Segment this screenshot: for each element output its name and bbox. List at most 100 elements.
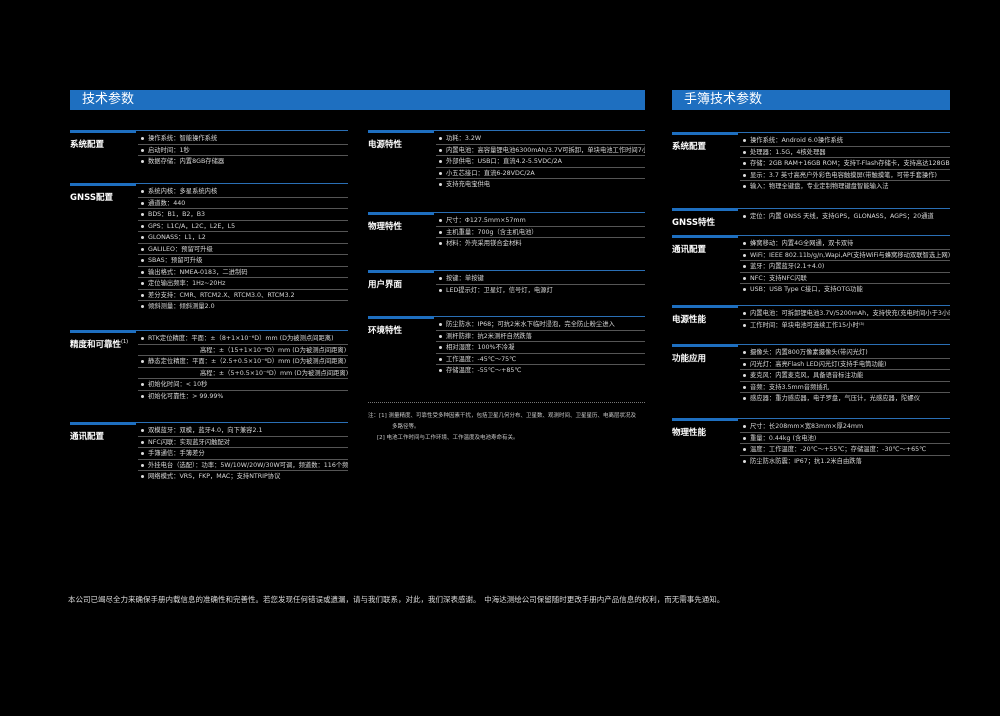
bullet-icon	[439, 171, 442, 175]
bullet-icon	[439, 137, 442, 140]
spec-item-text: 蓝牙：内置蓝牙(2.1+4.0)	[750, 263, 825, 270]
bullet-icon	[743, 173, 746, 177]
spec-item-text: 尺寸：长208mm×宽83mm×厚24mm	[750, 423, 864, 430]
bullet-icon	[141, 305, 144, 308]
note-2: [2] 电池工作时间与工作环境、工作温度及电池寿命有关。	[377, 435, 519, 441]
bullet-icon	[743, 215, 746, 218]
section-bar	[70, 130, 136, 133]
section-label: 电源特性	[368, 140, 403, 150]
spec-item: 输出格式：NMEA-0183，二进制码	[138, 267, 348, 278]
bullet-icon	[439, 277, 442, 280]
spec-item-text: GLONASS：L1，L2	[148, 234, 206, 241]
section-line	[434, 212, 645, 213]
section-bar	[368, 270, 434, 273]
spec-item-text: 初始化可靠性：> 99.99%	[148, 392, 224, 400]
spec-item-text: 防尘防水防震：IP67；抗1.2米自由跌落	[750, 457, 862, 465]
spec-item: GPS：L1C/A，L2C，L2E，L5	[138, 221, 348, 232]
spec-item-text: 温度：工作温度：-20℃～+55℃；存储温度：-30℃～+65℃	[750, 446, 927, 453]
bullet-icon	[439, 219, 442, 222]
spec-item-text: 防尘防水：IP68；可抗2米水下临时浸泡，完全防止粉尘进入	[446, 321, 615, 328]
notes-divider	[368, 402, 645, 403]
spec-item: 存储：2GB RAM+16GB ROM；支持T-Flash存储卡，支持高达128…	[740, 158, 950, 170]
spec-item-text: 处理器：1.5G，4核处理器	[750, 148, 826, 156]
spec-item-text: 材料：外壳采用镁合金材料	[446, 240, 522, 247]
spec-item: 支持充电宝供电	[436, 179, 645, 191]
section-label: 电源性能	[672, 315, 707, 325]
spec-item: 音频：支持3.5mm音频插孔	[740, 382, 950, 393]
bullet-icon	[141, 270, 144, 274]
spec-item-text: 系统内核：多星系统内核	[148, 188, 218, 195]
spec-item: 按键：单按键	[436, 273, 645, 285]
section-line	[136, 330, 348, 331]
spec-item-text: 高程：±（15+1×10⁻⁶D）mm (D为被测点间距离)	[200, 346, 347, 354]
bullet-icon	[439, 323, 442, 326]
spec-item-text: 小五芯接口：直流6-28VDC/2A	[446, 169, 535, 177]
spec-item-text: 蜂窝移动：内置4G全网通，双卡双待	[750, 240, 854, 247]
spec-item: 内置电池：高容量锂电池6300mAh/3.7V可拆卸，单块电池工作时间7小时以上…	[436, 145, 645, 156]
section-line	[738, 305, 950, 306]
spec-item-text: 按键：单按键	[446, 275, 484, 282]
spec-item: GALILEO：预留可升级	[138, 244, 348, 255]
bullet-icon	[141, 452, 144, 455]
bullet-icon	[141, 160, 144, 163]
bullet-icon	[743, 374, 746, 377]
bullet-icon	[141, 247, 144, 251]
section-bar	[70, 330, 136, 333]
bullet-icon	[439, 288, 442, 292]
bullet-icon	[141, 337, 144, 340]
spec-item-text: 数据存储：内置8GB存储器	[148, 158, 225, 165]
spec-item: 存储温度：-55℃～+85℃	[436, 365, 645, 377]
section-bar	[672, 305, 738, 308]
spec-item-text: 输入：物理全键盘，专业定制物理键盘智能输入法	[750, 183, 889, 190]
spec-item: 外部供电：USB口：直流4.2-5.5VDC/2A	[436, 156, 645, 168]
spec-item-text: 存储：2GB RAM+16GB ROM；支持T-Flash存储卡，支持高达128…	[750, 160, 950, 167]
spec-item: 初始化可靠性：> 99.99%	[138, 391, 348, 403]
spec-item-text: 倾斜测量：倾斜测量2.0	[148, 303, 215, 310]
spec-item-text: 双模蓝牙：双模，蓝牙4.0，向下兼容2.1	[148, 427, 263, 434]
spec-item-text: GALILEO：预留可升级	[148, 245, 213, 253]
bullet-icon	[141, 259, 144, 262]
spec-item-text: 差分支持：CMR、RTCM2.X、RTCM3.0、RTCM3.2	[148, 291, 295, 299]
bullet-icon	[141, 475, 144, 478]
bullet-icon	[743, 397, 746, 400]
spec-item: SBAS：预留可升级	[138, 255, 348, 267]
section-line	[136, 183, 348, 184]
spec-item-text: 音频：支持3.5mm音频插孔	[750, 383, 829, 391]
spec-item-text: 手簿通信：手簿差分	[148, 450, 205, 457]
spec-item: 闪光灯：高亮Flash LED闪光灯(支持手电筒功能)	[740, 359, 950, 370]
spec-item: 系统内核：多星系统内核	[138, 186, 348, 198]
spec-item-text: WiFi：IEEE 802.11b/g/n,Wapi,AP(支持WiFi与蜂窝移…	[750, 251, 950, 259]
spec-item-text: 外部供电：USB口：直流4.2-5.5VDC/2A	[446, 158, 562, 165]
spec-item: 倾斜测量：倾斜测量2.0	[138, 301, 348, 313]
section-label: GNSS特性	[672, 218, 715, 228]
bullet-icon	[439, 148, 442, 152]
section-line	[738, 132, 950, 133]
bullet-icon	[743, 253, 746, 257]
spec-item-text: 初始化时间：< 10秒	[148, 381, 208, 388]
section-line	[738, 208, 950, 209]
bullet-icon	[743, 385, 746, 389]
bullet-icon	[141, 282, 144, 285]
bullet-icon	[439, 183, 442, 186]
spec-item: USB：USB Type C接口，支持OTG功能	[740, 284, 950, 296]
section-label: 用户界面	[368, 280, 403, 290]
spec-item: 蓝牙：内置蓝牙(2.1+4.0)	[740, 261, 950, 273]
spec-item: NFC：支持NFC闪联	[740, 273, 950, 284]
section-label: 通讯配置	[672, 245, 707, 255]
spec-item-text: 操作系统：智能操作系统	[148, 135, 218, 142]
spec-item: 摄像头：内置800万像素摄像头(带闪光灯)	[740, 347, 950, 359]
section-label: 物理特性	[368, 222, 403, 232]
bullet-icon	[743, 242, 746, 245]
section-bar	[368, 130, 434, 133]
spec-item-text: 摄像头：内置800万像素摄像头(带闪光灯)	[750, 349, 868, 356]
section-bar	[672, 418, 738, 421]
spec-item-text: 定位输出频率：1Hz~20Hz	[148, 280, 226, 287]
spec-item-text: 感应器：重力感应器，电子罗盘，气压计，光感应器，陀螺仪	[750, 395, 921, 402]
section-line	[738, 235, 950, 236]
spec-item-text: USB：USB Type C接口，支持OTG功能	[750, 286, 863, 293]
spec-item-text: 启动时间：1秒	[148, 146, 190, 154]
spec-item: 定位：内置 GNSS 天线，支持GPS，GLONASS，AGPS；20通道	[740, 211, 950, 223]
spec-item-text: 主机重量：700g（含主机电池）	[446, 228, 538, 236]
bullet-icon	[743, 459, 746, 463]
spec-item-text: BDS：B1，B2，B3	[148, 211, 206, 218]
